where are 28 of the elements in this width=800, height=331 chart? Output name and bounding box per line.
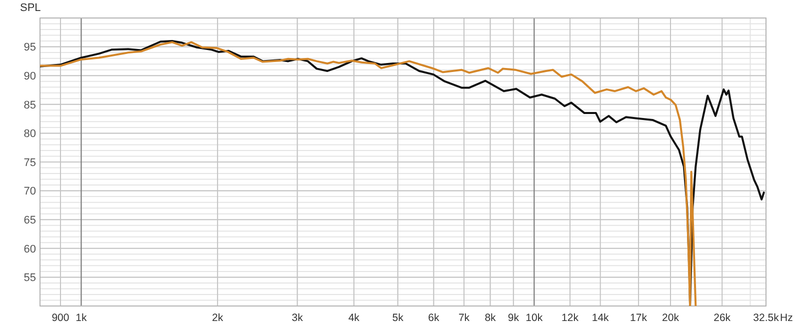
x-tick-label: 900	[52, 312, 70, 324]
x-tick-label: 4k	[348, 312, 360, 324]
x-tick-label: 2k	[212, 312, 224, 324]
x-tick-label: 7k	[458, 312, 470, 324]
x-axis-title: Hz	[780, 312, 793, 324]
y-tick-label: 90	[24, 70, 36, 82]
y-tick-label: 55	[24, 272, 36, 284]
y-axis-title: SPL	[20, 2, 41, 14]
y-tick-label: 95	[24, 42, 36, 54]
x-tick-label: 26k	[714, 312, 732, 324]
x-tick-label: 6k	[428, 312, 440, 324]
x-tick-label: 14k	[592, 312, 610, 324]
y-tick-label: 85	[24, 99, 36, 112]
y-tick-label: 80	[24, 128, 36, 140]
x-tick-label: 17k	[630, 312, 648, 324]
y-tick-label: 60	[24, 243, 36, 256]
x-tick-label: 1k	[76, 312, 88, 324]
x-tick-label: 8k	[484, 312, 497, 324]
x-tick-label: 12k	[562, 312, 580, 324]
x-tick-label: 3k	[292, 312, 304, 324]
x-tick-label: 9k	[508, 312, 520, 324]
x-tick-label: 32.5k	[753, 312, 780, 324]
x-tick-label: 20k	[662, 312, 680, 324]
x-tick-label: 10k	[526, 312, 544, 324]
x-tick-label: 5k	[392, 312, 404, 324]
y-tick-label: 70	[24, 186, 36, 198]
y-tick-label: 75	[24, 156, 36, 169]
y-tick-label: 65	[24, 214, 36, 226]
